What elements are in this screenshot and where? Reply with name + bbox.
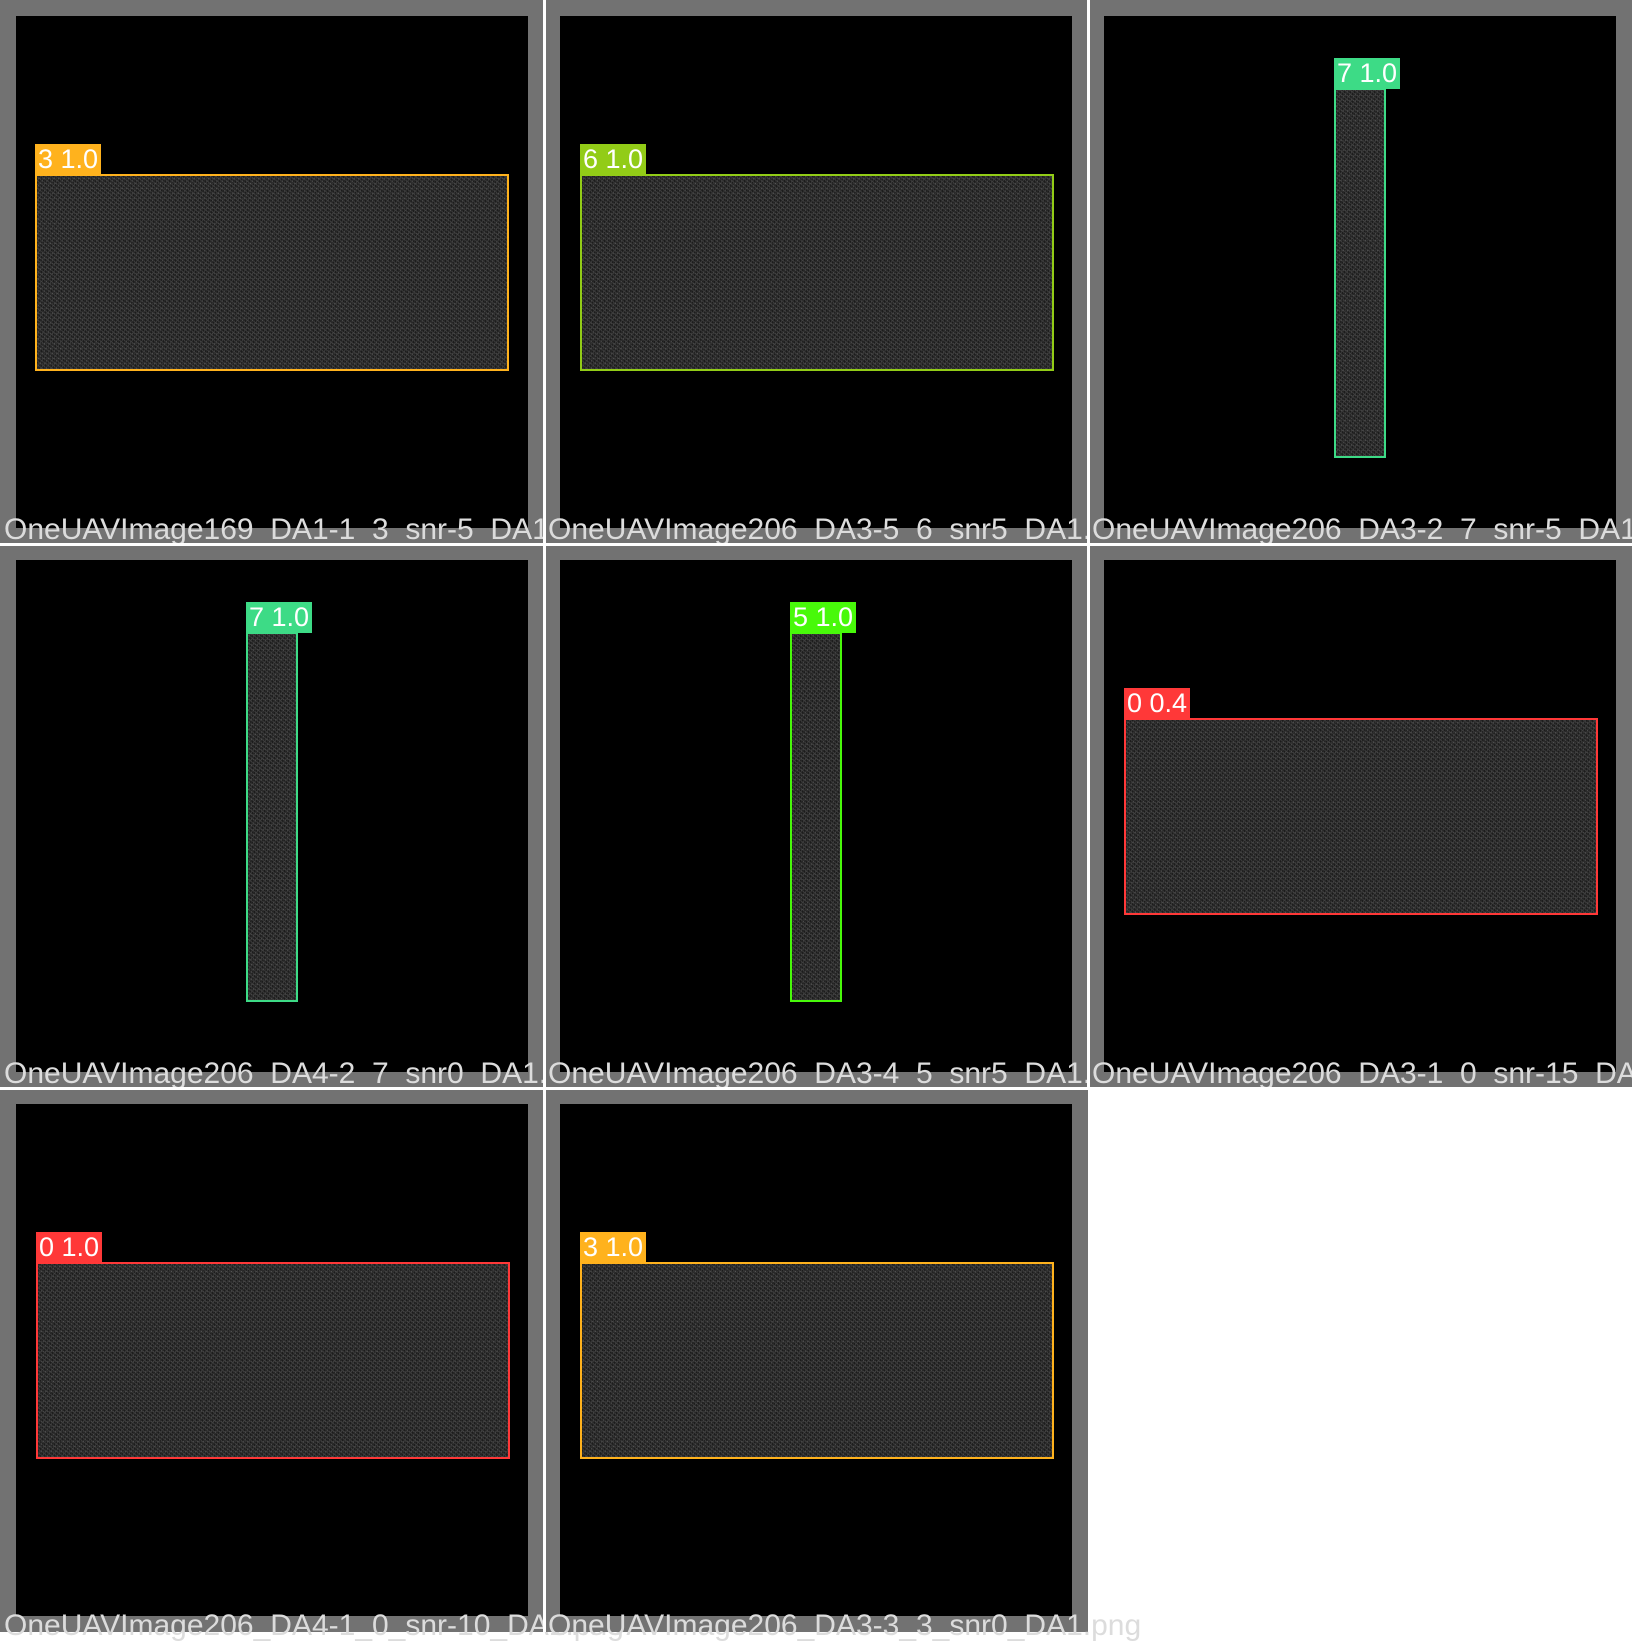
bounding-box (35, 174, 509, 371)
image-filename: OneUAVImage206_DA4-2_7_snr0_DA1.png (4, 1057, 598, 1090)
image-filename: OneUAVImage206_DA3-2_7_snr-5_DA1.png (1092, 513, 1632, 546)
image-filename: OneUAVImage206_DA3-3_3_snr0_DA1.png (548, 1609, 1142, 1642)
detection-label: 0 0.4 (1124, 688, 1191, 719)
grid-line-vertical (543, 0, 546, 1632)
image-filename: OneUAVImage206_DA3-5_6_snr5_DA1.png (548, 513, 1142, 546)
image-filename: OneUAVImage206_DA3-4_5_snr5_DA1.png (548, 1057, 1142, 1090)
image-tile: 5 1.0 OneUAVImage206_DA3-4_5_snr5_DA1.pn… (544, 544, 1141, 1090)
bounding-box (1334, 88, 1386, 458)
image-tile: 3 1.0 OneUAVImage206_DA3-3_3_snr0_DA1.pn… (544, 1088, 1141, 1642)
grid-line-horizontal (0, 1087, 1632, 1090)
image-tile: 7 1.0 OneUAVImage206_DA3-2_7_snr-5_DA1.p… (1088, 0, 1632, 546)
detection-label: 7 1.0 (246, 602, 313, 633)
bounding-box (580, 174, 1054, 371)
detection-label: 3 1.0 (35, 144, 102, 175)
image-filename: OneUAVImage206_DA3-1_0_snr-15_DA1.png (1092, 1057, 1632, 1090)
detection-label: 5 1.0 (790, 602, 857, 633)
image-tile: 7 1.0 OneUAVImage206_DA4-2_7_snr0_DA1.pn… (0, 544, 597, 1090)
image-tile: 0 1.0 OneUAVImage206_DA4-1_0_snr-10_DA1.… (0, 1088, 624, 1642)
bounding-box (246, 632, 298, 1002)
detection-label: 7 1.0 (1334, 58, 1401, 89)
bounding-box (580, 1262, 1054, 1459)
image-filename: OneUAVImage206_DA4-1_0_snr-10_DA1.png (4, 1609, 624, 1642)
detection-label: 3 1.0 (580, 1232, 647, 1263)
grid-line-horizontal (0, 543, 1632, 546)
image-tile: 6 1.0 OneUAVImage206_DA3-5_6_snr5_DA1.pn… (544, 0, 1141, 546)
detection-label: 0 1.0 (36, 1232, 103, 1263)
bounding-box (790, 632, 842, 1002)
detection-label: 6 1.0 (580, 144, 647, 175)
image-tile: 3 1.0 OneUAVImage169_DA1-1_3_snr-5_DA1.p… (0, 0, 607, 546)
image-filename: OneUAVImage169_DA1-1_3_snr-5_DA1.png (4, 513, 608, 546)
image-tile: 0 0.4 OneUAVImage206_DA3-1_0_snr-15_DA1.… (1088, 544, 1632, 1090)
bounding-box (36, 1262, 510, 1459)
bounding-box (1124, 718, 1598, 915)
